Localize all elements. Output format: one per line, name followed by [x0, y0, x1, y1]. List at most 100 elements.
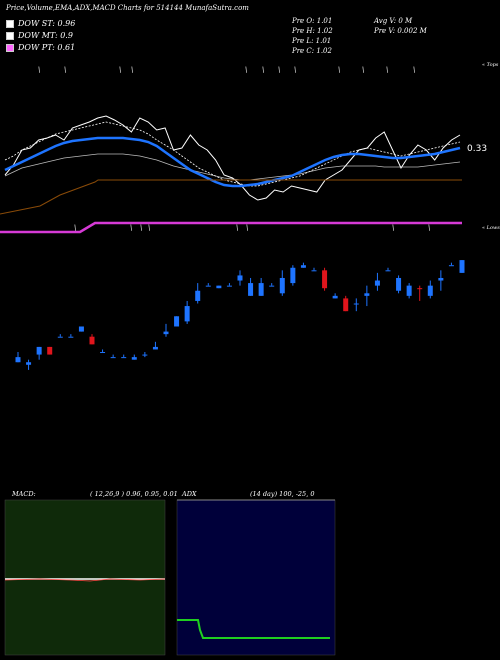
tops-label: « Tops	[482, 62, 499, 68]
legend-label: DOW PT: 0.61	[18, 43, 76, 52]
candle-body	[78, 326, 84, 332]
candle-body	[459, 260, 465, 273]
candle-body	[131, 357, 137, 360]
candle-body	[57, 336, 63, 338]
ema-mid-line	[4, 121, 461, 187]
candle-body	[269, 285, 275, 287]
ohlc-open: Pre O: 1.01	[292, 17, 333, 25]
candle-body	[89, 336, 95, 345]
candle-body	[290, 267, 296, 284]
low-tick: \	[130, 224, 132, 232]
title-text: Price,Volume,EMA,ADX,MACD Charts for 514…	[6, 4, 183, 12]
legend-dow-mt: DOW MT: 0.9	[6, 30, 73, 41]
adx-params: (14 day) 100, -25, 0	[250, 490, 315, 498]
top-tick: \	[262, 66, 264, 74]
candle-body	[385, 270, 391, 272]
low-tick: \	[236, 224, 238, 232]
site-name: MunafaSutra.com	[185, 4, 249, 12]
candle-body	[184, 306, 190, 322]
candle-body	[174, 316, 180, 327]
volume-avg: Avg V: 0 M	[374, 17, 413, 25]
candle-body	[364, 293, 370, 296]
candle-body	[237, 275, 243, 281]
macd-params: ( 12,26,9 ) 0.96, 0.95, 0.01	[90, 490, 178, 498]
low-tick: \	[148, 224, 150, 232]
legend-swatch	[6, 19, 14, 28]
volume-pre: Pre V: 0.002 M	[374, 27, 427, 35]
legend-dow-st: DOW ST: 0.96	[6, 18, 75, 29]
candle-body	[248, 283, 254, 296]
candle-body	[300, 265, 306, 268]
macd-lines	[4, 578, 166, 582]
top-tick: \	[362, 66, 364, 74]
chart-title: Price,Volume,EMA,ADX,MACD Charts for 514…	[6, 4, 249, 12]
top-bottom-ticks: \ \ \ \ \ \ \ \ \ \ \ \ \ \ \ \ \ \ \ \	[38, 66, 430, 232]
top-tick: \	[119, 66, 121, 74]
top-tick: \	[413, 66, 415, 74]
top-tick: \	[64, 66, 66, 74]
macd-panel	[4, 499, 166, 656]
top-tick: \	[338, 66, 340, 74]
candle-body	[205, 285, 211, 287]
candles	[15, 260, 465, 370]
candle-body	[47, 346, 53, 355]
ema-slow-line	[4, 153, 461, 181]
top-tick: \	[38, 66, 40, 74]
candle-body	[417, 288, 423, 290]
adx-line	[177, 619, 330, 639]
candle-body	[322, 270, 328, 289]
candle-body	[26, 362, 32, 365]
candle-body	[332, 295, 338, 299]
price-tag: 0.33	[467, 144, 488, 154]
top-tick: \	[294, 66, 296, 74]
candle-body	[36, 346, 42, 355]
dow-pt-line	[0, 221, 462, 234]
candle-body	[374, 280, 380, 286]
candle-body	[15, 357, 21, 363]
legend-label: DOW ST: 0.96	[18, 19, 76, 28]
candle-body	[438, 277, 444, 281]
candle-body	[226, 285, 232, 287]
candle-body	[448, 265, 454, 267]
candle-body	[110, 357, 116, 359]
low-tick: \	[140, 224, 142, 232]
candle-body	[427, 285, 433, 296]
ohlc-high: Pre H: 1.02	[292, 27, 333, 35]
adx-lines	[177, 619, 330, 639]
ema-lines	[0, 115, 462, 234]
top-tick: \	[245, 66, 247, 74]
top-tick: \	[131, 66, 133, 74]
candle-body	[121, 357, 127, 359]
candle-body	[163, 331, 169, 335]
candle-body	[152, 346, 158, 350]
low-tick: \	[246, 224, 248, 232]
candle-body	[216, 285, 222, 289]
top-tick: \	[278, 66, 280, 74]
lows-label: « Lows	[482, 225, 500, 231]
candle-body	[311, 270, 317, 272]
macd-label: MACD:	[12, 490, 36, 498]
low-tick: \	[428, 224, 430, 232]
signal-line	[4, 578, 166, 582]
top-tick: \	[386, 66, 388, 74]
dow-mt-line	[0, 179, 462, 215]
dow-st-line	[4, 115, 461, 201]
legend-swatch	[6, 31, 14, 40]
candle-body	[258, 283, 264, 296]
ema-fast-line	[4, 136, 461, 188]
candle-body	[195, 290, 201, 301]
legend-swatch	[6, 43, 14, 52]
candle-body	[142, 354, 148, 356]
ohlc-close: Pre C: 1.02	[292, 47, 332, 55]
low-tick: \	[392, 224, 394, 232]
candle-body	[353, 303, 359, 305]
candle-body	[100, 352, 106, 354]
candle-body	[343, 298, 349, 312]
candle-body	[406, 285, 412, 296]
ohlc-low: Pre L: 1.01	[292, 37, 332, 45]
candle-body	[68, 336, 74, 338]
low-tick: \	[74, 224, 76, 232]
legend-dow-pt: DOW PT: 0.61	[6, 42, 75, 53]
